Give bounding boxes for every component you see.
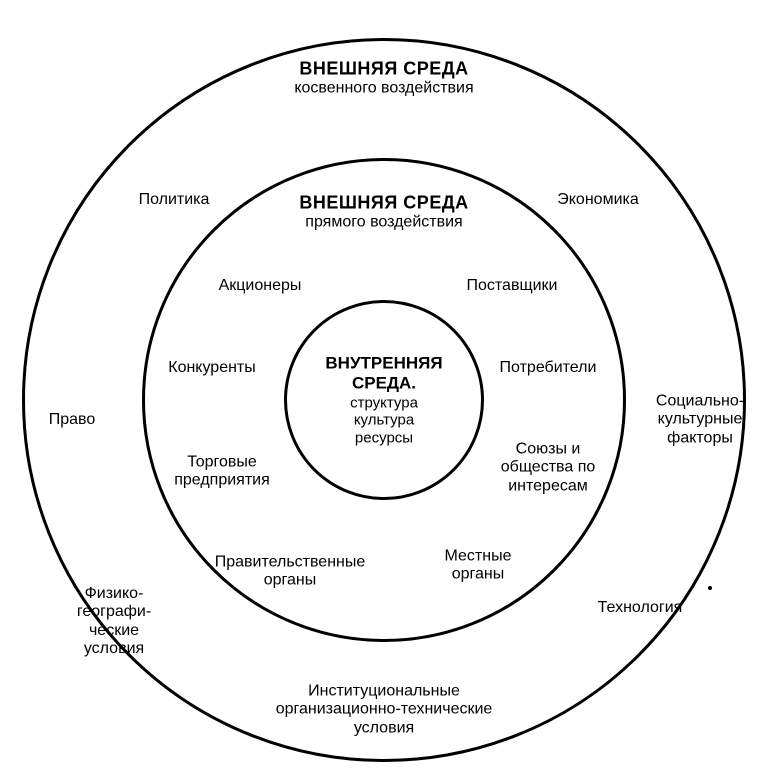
inner-title-line2: СРЕДА.	[325, 373, 442, 393]
outer-title-line1: ВНЕШНЯЯ СРЕДА	[294, 58, 473, 79]
inner-title-line1: ВНУТРЕННЯЯ	[325, 354, 442, 374]
inner-title: ВНУТРЕННЯЯСРЕДА.структура культура ресур…	[325, 354, 442, 447]
outer-label-1: Экономика	[557, 191, 639, 209]
outer-label-6: Институциональные организационно-техниче…	[276, 682, 493, 737]
outer-label-3: Социально- культурные факторы	[656, 392, 744, 447]
outer-title: ВНЕШНЯЯ СРЕДАкосвенного воздействия	[294, 58, 473, 97]
middle-title-line2: прямого воздействия	[299, 213, 468, 231]
middle-label-1: Поставщики	[467, 277, 558, 295]
middle-title: ВНЕШНЯЯ СРЕДАпрямого воздействия	[299, 192, 468, 231]
outer-title-line2: косвенного воздействия	[294, 79, 473, 97]
middle-label-3: Потребители	[500, 359, 597, 377]
outer-label-5: Технология	[598, 599, 683, 617]
middle-label-5: Союзы и общества по интересам	[501, 440, 596, 495]
middle-label-2: Конкуренты	[168, 359, 256, 377]
stray-dot	[708, 586, 712, 590]
middle-label-4: Торговые предприятия	[174, 454, 270, 491]
outer-label-2: Право	[49, 411, 96, 429]
concentric-diagram: ВНЕШНЯЯ СРЕДАкосвенного воздействия ВНЕШ…	[0, 0, 768, 768]
middle-label-6: Правительственные органы	[215, 554, 366, 591]
middle-label-0: Акционеры	[219, 277, 302, 295]
outer-label-0: Политика	[139, 191, 210, 209]
middle-label-7: Местные органы	[445, 548, 512, 585]
inner-title-sub: структура культура ресурсы	[325, 395, 442, 447]
outer-label-4: Физико- географи- ческие условия	[77, 585, 151, 659]
middle-title-line1: ВНЕШНЯЯ СРЕДА	[299, 192, 468, 213]
